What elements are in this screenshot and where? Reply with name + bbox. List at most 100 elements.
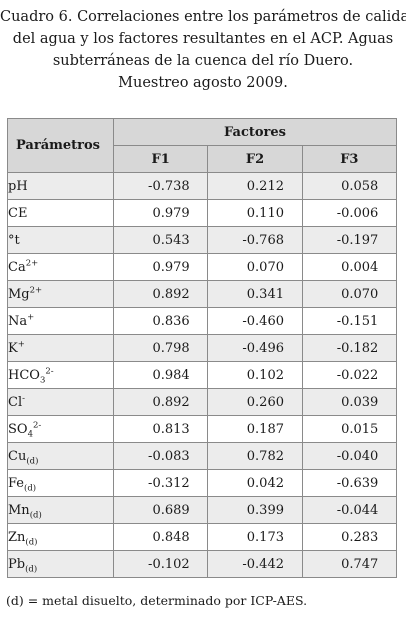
loading-value: -0.102	[148, 556, 190, 572]
value-cell-f1: -0.083	[112, 442, 209, 470]
value-cell-f2: -0.496	[207, 334, 303, 362]
parameter-subscript: (d)	[24, 483, 37, 494]
loading-value: 0.836	[152, 313, 190, 329]
value-cell-f1: 0.689	[112, 496, 209, 524]
loading-value: -0.151	[336, 313, 379, 329]
parameter-name: Cl	[8, 394, 23, 410]
table-body: pH -0.738 0.212 0.058 CE 0.979 0.110 -0.006 °t 0.…	[7, 172, 398, 578]
loading-value: 0.187	[246, 421, 284, 437]
value-cell-f2: -0.460	[207, 307, 303, 335]
value-cell-f3: -0.040	[301, 442, 398, 470]
loading-value: -0.460	[242, 313, 284, 329]
loading-value: 0.892	[152, 286, 190, 302]
table-row: Fe(d) -0.312 0.042 -0.639	[7, 469, 398, 497]
value-cell-f3: 0.058	[301, 172, 398, 200]
parameter-superscript: 2+	[25, 258, 39, 269]
value-cell-f2: 0.102	[207, 361, 303, 389]
table-row: Ca2+ 0.979 0.070 0.004	[7, 253, 398, 281]
value-cell-f1: 0.836	[112, 307, 209, 335]
table-row: pH -0.738 0.212 0.058	[7, 172, 398, 200]
parameter-superscript: 2-	[45, 366, 54, 377]
parametros-header: Parámetros	[7, 118, 114, 173]
loading-value: -0.768	[242, 232, 284, 248]
factor-header-f1: F1	[112, 145, 209, 173]
parameter-cell: pH	[7, 172, 114, 200]
parameter-superscript: +	[27, 312, 35, 323]
parameter-cell: Na+	[7, 307, 114, 335]
parameter-cell: Pb(d)	[7, 550, 114, 578]
loading-value: -0.442	[242, 556, 284, 572]
table-row: Mn(d) 0.689 0.399 -0.044	[7, 496, 398, 524]
loading-value: 0.102	[246, 367, 284, 383]
loading-value: 0.039	[341, 394, 379, 410]
loading-value: 0.042	[246, 475, 284, 491]
loading-value: -0.083	[148, 448, 190, 464]
loading-value: 0.070	[341, 286, 379, 302]
value-cell-f2: 0.070	[207, 253, 303, 281]
loading-value: 0.848	[152, 529, 190, 545]
value-cell-f2: 0.212	[207, 172, 303, 200]
value-cell-f3: 0.004	[301, 253, 398, 281]
loading-value: 0.173	[246, 529, 284, 545]
table-row: Mg2+ 0.892 0.341 0.070	[7, 280, 398, 308]
table-row: Cl- 0.892 0.260 0.039	[7, 388, 398, 416]
loading-value: -0.040	[336, 448, 379, 464]
caption-line-1: Cuadro 6. Correlaciones entre los paráme…	[0, 9, 406, 25]
caption-line-3: subterráneas de la cuenca del río Duero.	[52, 53, 354, 69]
table-caption: Cuadro 6. Correlaciones entre los paráme…	[0, 6, 406, 94]
loading-value: 0.984	[152, 367, 190, 383]
value-cell-f2: 0.341	[207, 280, 303, 308]
loading-value: 0.015	[341, 421, 379, 437]
table-row: Pb(d) -0.102 -0.442 0.747	[7, 550, 398, 578]
loading-value: 0.260	[246, 394, 284, 410]
parameter-name: Fe	[8, 475, 25, 491]
value-cell-f2: 0.110	[207, 199, 303, 227]
loading-value: -0.022	[336, 367, 379, 383]
parameter-name: HCO	[8, 367, 40, 383]
table-row: Cu(d) -0.083 0.782 -0.040	[7, 442, 398, 470]
table-row: °t 0.543 -0.768 -0.197	[7, 226, 398, 254]
value-cell-f1: -0.312	[112, 469, 209, 497]
loading-value: 0.543	[152, 232, 190, 248]
parameter-superscript: 2-	[33, 420, 42, 431]
value-cell-f1: 0.979	[112, 253, 209, 281]
loading-value: 0.110	[246, 205, 284, 221]
parameter-cell: CE	[7, 199, 114, 227]
table-row: SO42- 0.813 0.187 0.015	[7, 415, 398, 443]
value-cell-f1: -0.738	[112, 172, 209, 200]
parameter-cell: SO42-	[7, 415, 114, 443]
parameter-name: SO	[8, 421, 28, 437]
value-cell-f1: 0.892	[112, 388, 209, 416]
loading-value: -0.639	[336, 475, 379, 491]
parameter-name: CE	[8, 205, 28, 221]
loading-value: 0.747	[341, 556, 379, 572]
parameter-cell: Mg2+	[7, 280, 114, 308]
table-row: CE 0.979 0.110 -0.006	[7, 199, 398, 227]
value-cell-f3: -0.639	[301, 469, 398, 497]
loading-value: 0.979	[152, 259, 190, 275]
table-row: Na+ 0.836 -0.460 -0.151	[7, 307, 398, 335]
parameter-cell: Cl-	[7, 388, 114, 416]
value-cell-f1: 0.813	[112, 415, 209, 443]
value-cell-f3: -0.022	[301, 361, 398, 389]
loading-value: 0.782	[246, 448, 284, 464]
factor-header-f3: F3	[301, 145, 398, 173]
loading-value: 0.341	[246, 286, 284, 302]
value-cell-f2: 0.782	[207, 442, 303, 470]
value-cell-f1: 0.543	[112, 226, 209, 254]
value-cell-f2: 0.187	[207, 415, 303, 443]
parameter-cell: Zn(d)	[7, 523, 114, 551]
parameter-superscript: +	[17, 339, 25, 350]
parameter-cell: °t	[7, 226, 114, 254]
value-cell-f3: -0.182	[301, 334, 398, 362]
parameter-name: Mn	[8, 502, 30, 518]
value-cell-f2: 0.042	[207, 469, 303, 497]
value-cell-f3: -0.197	[301, 226, 398, 254]
loading-value: -0.738	[148, 178, 190, 194]
loading-value: 0.058	[341, 178, 379, 194]
parameter-name: Na	[8, 313, 28, 329]
parameter-cell: K+	[7, 334, 114, 362]
parameter-name: °t	[8, 232, 20, 248]
value-cell-f3: -0.044	[301, 496, 398, 524]
value-cell-f1: 0.848	[112, 523, 209, 551]
